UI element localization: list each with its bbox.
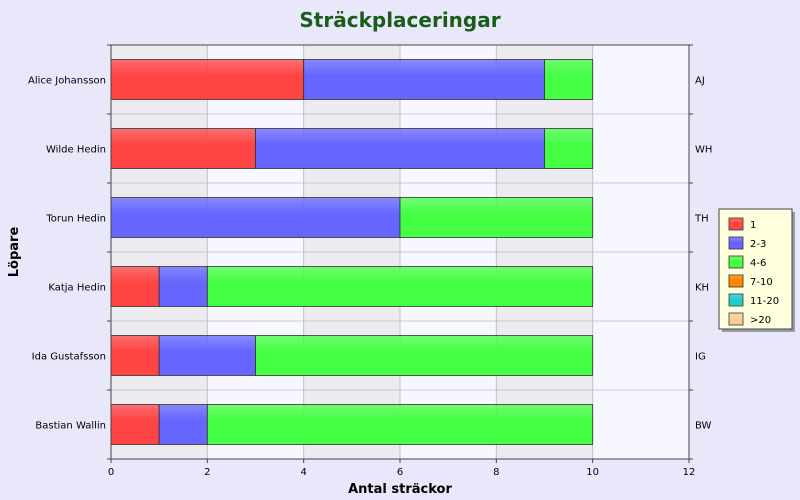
legend-swatch: [728, 255, 744, 269]
y-tick-label: Alice Johansson: [28, 76, 106, 87]
bar-segment: [399, 197, 594, 238]
bar-segment: [158, 335, 256, 376]
legend-swatch: [728, 236, 744, 250]
bar-segment: [110, 404, 160, 445]
y2-tick-label: AJ: [695, 76, 705, 87]
bar-segment: [110, 128, 256, 169]
bar-segment: [110, 335, 160, 376]
y2-tick-label: IG: [695, 352, 706, 363]
x-tick-label: 0: [108, 467, 114, 478]
bar-segment: [110, 266, 160, 307]
x-tick-label: 10: [586, 467, 599, 478]
x-tick-label: 2: [204, 467, 210, 478]
legend-label: 7-10: [750, 277, 773, 288]
legend-swatch: [728, 274, 744, 288]
y-tick-label: Wilde Hedin: [46, 145, 106, 156]
x-tick-label: 6: [397, 467, 403, 478]
y-tick-label: Bastian Wallin: [35, 421, 106, 432]
legend-swatch: [728, 217, 744, 231]
bar-segment: [206, 404, 594, 445]
legend-label: 4-6: [750, 258, 766, 269]
bar-segment: [303, 59, 545, 100]
bar-segment: [255, 128, 545, 169]
bar-segment: [158, 404, 208, 445]
legend-label: 1: [750, 220, 756, 231]
y-axis-title: Löpare: [7, 227, 22, 278]
x-tick-label: 12: [683, 467, 696, 478]
legend-swatch: [728, 293, 744, 307]
bar-segment: [255, 335, 594, 376]
y2-tick-label: KH: [695, 283, 709, 294]
y-tick-label: Katja Hedin: [48, 283, 106, 294]
x-tick-label: 4: [300, 467, 306, 478]
bar-segment: [206, 266, 594, 307]
y2-tick-label: BW: [695, 421, 712, 432]
bar-segment: [110, 59, 305, 100]
bar-segment: [158, 266, 208, 307]
y2-tick-label: WH: [695, 145, 712, 156]
bar-segment: [110, 197, 401, 238]
bar-segment: [544, 59, 594, 100]
x-tick-label: 8: [493, 467, 499, 478]
y-tick-label: Torun Hedin: [45, 214, 106, 225]
legend-label: >20: [750, 315, 771, 326]
x-axis-title: Antal sträckor: [348, 482, 452, 497]
legend-label: 11-20: [750, 296, 779, 307]
y-tick-label: Ida Gustafsson: [32, 352, 106, 363]
chart-title: Sträckplaceringar: [299, 8, 500, 32]
bar-segment: [544, 128, 594, 169]
legend-label: 2-3: [750, 239, 766, 250]
y2-tick-label: TH: [694, 214, 709, 225]
legend-swatch: [728, 312, 744, 326]
